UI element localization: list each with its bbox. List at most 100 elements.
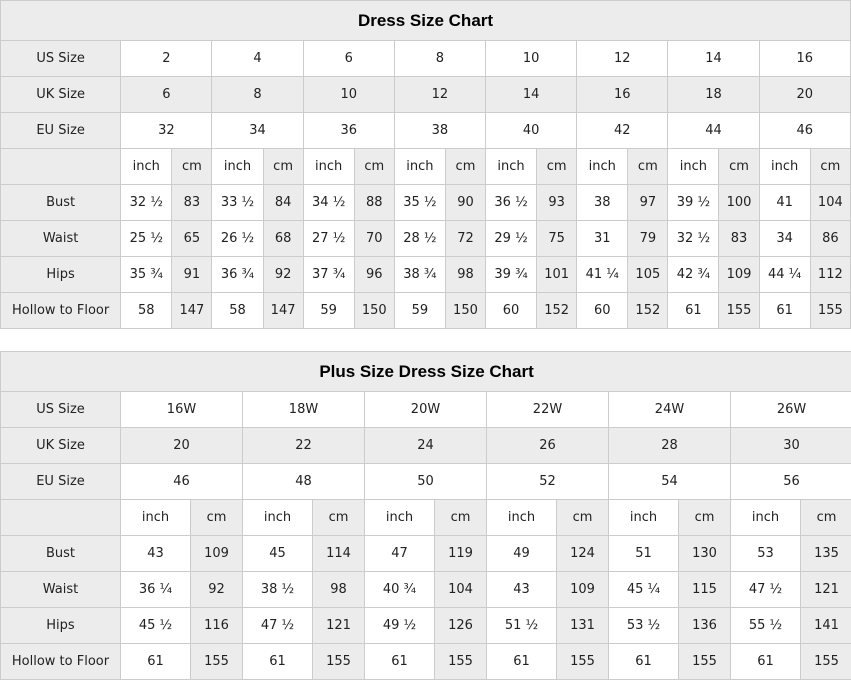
inch-value-cell: 35 ¾ — [120, 256, 173, 293]
cm-value-cell: 105 — [627, 256, 669, 293]
size-value-cell: 10 — [484, 40, 578, 77]
cm-value-cell: 150 — [444, 292, 487, 329]
cm-value-cell: 124 — [556, 535, 609, 572]
cm-value-cell: 90 — [444, 184, 487, 221]
cm-value-cell: 115 — [678, 571, 731, 608]
inch-value-cell: 61 — [486, 643, 557, 680]
inch-unit-cell: inch — [667, 148, 720, 185]
cm-unit-cell: cm — [627, 148, 669, 185]
row-label: UK Size — [0, 427, 121, 464]
inch-value-cell: 49 ½ — [364, 607, 435, 644]
cm-unit-cell: cm — [262, 148, 304, 185]
inch-value-cell: 28 ½ — [393, 220, 446, 257]
cm-value-cell: 121 — [799, 571, 851, 608]
measurement-row: Waist 25 ½ 65 26 ½ 68 27 ½ 70 28 ½ 72 29 ½ 75 31 79 3… — [0, 220, 851, 257]
size-value-cell: 22W — [486, 391, 609, 428]
cm-unit-cell: cm — [678, 499, 731, 536]
size-value-cell: 12 — [576, 40, 669, 77]
inch-unit-cell: inch — [486, 499, 557, 536]
size-value-cell: 12 — [393, 76, 487, 113]
size-value-cell: 8 — [393, 40, 487, 77]
row-label: Waist — [0, 220, 122, 257]
inch-value-cell: 43 — [486, 571, 557, 608]
cm-value-cell: 104 — [809, 184, 851, 221]
size-value-cell: 36 — [302, 112, 395, 149]
cm-value-cell: 109 — [718, 256, 760, 293]
inch-value-cell: 45 ½ — [120, 607, 191, 644]
cm-value-cell: 155 — [799, 643, 851, 680]
inch-value-cell: 29 ½ — [484, 220, 538, 257]
inch-value-cell: 40 ¾ — [364, 571, 435, 608]
cm-value-cell: 121 — [312, 607, 365, 644]
cm-value-cell: 130 — [678, 535, 731, 572]
cm-value-cell: 135 — [799, 535, 851, 572]
size-value-cell: 38 — [393, 112, 487, 149]
row-label: US Size — [0, 391, 121, 428]
size-value-cell: 20 — [758, 76, 851, 113]
cm-unit-cell: cm — [444, 148, 487, 185]
cm-value-cell: 104 — [434, 571, 487, 608]
size-value-cell: 22 — [242, 427, 365, 464]
inch-value-cell: 61 — [667, 292, 720, 329]
inch-value-cell: 38 — [576, 184, 629, 221]
size-value-cell: 16 — [576, 76, 669, 113]
cm-value-cell: 68 — [262, 220, 304, 257]
size-value-cell: 8 — [211, 76, 304, 113]
inch-value-cell: 41 — [758, 184, 811, 221]
inch-value-cell: 37 ¾ — [302, 256, 355, 293]
size-value-cell: 6 — [120, 76, 213, 113]
row-label: EU Size — [0, 112, 122, 149]
size-value-cell: 34 — [211, 112, 304, 149]
inch-value-cell: 61 — [608, 643, 679, 680]
size-row: EU Size 32 34 36 38 40 42 44 46 — [0, 112, 851, 149]
size-value-cell: 48 — [242, 463, 365, 500]
inch-unit-cell: inch — [364, 499, 435, 536]
size-value-cell: 50 — [364, 463, 487, 500]
cm-value-cell: 147 — [171, 292, 213, 329]
cm-value-cell: 109 — [556, 571, 609, 608]
cm-value-cell: 70 — [353, 220, 395, 257]
inch-value-cell: 31 — [576, 220, 629, 257]
cm-value-cell: 131 — [556, 607, 609, 644]
inch-value-cell: 55 ½ — [730, 607, 801, 644]
inch-value-cell: 34 ½ — [302, 184, 355, 221]
cm-unit-cell: cm — [434, 499, 487, 536]
inch-value-cell: 25 ½ — [120, 220, 173, 257]
inch-unit-cell: inch — [120, 148, 173, 185]
cm-value-cell: 83 — [171, 184, 213, 221]
measurement-row: Bust 43 109 45 114 47 119 49 124 51 130 53 135 — [0, 535, 851, 572]
cm-value-cell: 136 — [678, 607, 731, 644]
inch-value-cell: 61 — [242, 643, 313, 680]
cm-unit-cell: cm — [809, 148, 851, 185]
size-value-cell: 14 — [484, 76, 578, 113]
size-value-cell: 46 — [758, 112, 851, 149]
size-value-cell: 44 — [667, 112, 760, 149]
size-value-cell: 18 — [667, 76, 760, 113]
inch-value-cell: 45 — [242, 535, 313, 572]
inch-value-cell: 33 ½ — [211, 184, 264, 221]
cm-value-cell: 152 — [627, 292, 669, 329]
inch-value-cell: 39 ¾ — [484, 256, 538, 293]
size-value-cell: 20W — [364, 391, 487, 428]
measurement-row: Hips 45 ½ 116 47 ½ 121 49 ½ 126 51 ½ 131 53 ½ 136 5… — [0, 607, 851, 644]
size-value-cell: 10 — [302, 76, 395, 113]
cm-value-cell: 75 — [536, 220, 578, 257]
cm-value-cell: 155 — [190, 643, 243, 680]
row-label: Waist — [0, 571, 121, 608]
size-row: UK Size 6 8 10 12 14 16 18 20 — [0, 76, 851, 113]
row-label: UK Size — [0, 76, 122, 113]
row-label: Hollow to Floor — [0, 643, 121, 680]
inch-unit-cell: inch — [730, 499, 801, 536]
cm-value-cell: 155 — [718, 292, 760, 329]
cm-value-cell: 101 — [536, 256, 578, 293]
cm-value-cell: 98 — [444, 256, 487, 293]
cm-value-cell: 86 — [809, 220, 851, 257]
unit-header-row: inch cm inch cm inch cm inch cm inch cm inch cm — [0, 499, 851, 536]
inch-value-cell: 47 ½ — [242, 607, 313, 644]
cm-value-cell: 79 — [627, 220, 669, 257]
cm-value-cell: 112 — [809, 256, 851, 293]
table-gap — [0, 329, 851, 351]
inch-unit-cell: inch — [120, 499, 191, 536]
cm-value-cell: 84 — [262, 184, 304, 221]
